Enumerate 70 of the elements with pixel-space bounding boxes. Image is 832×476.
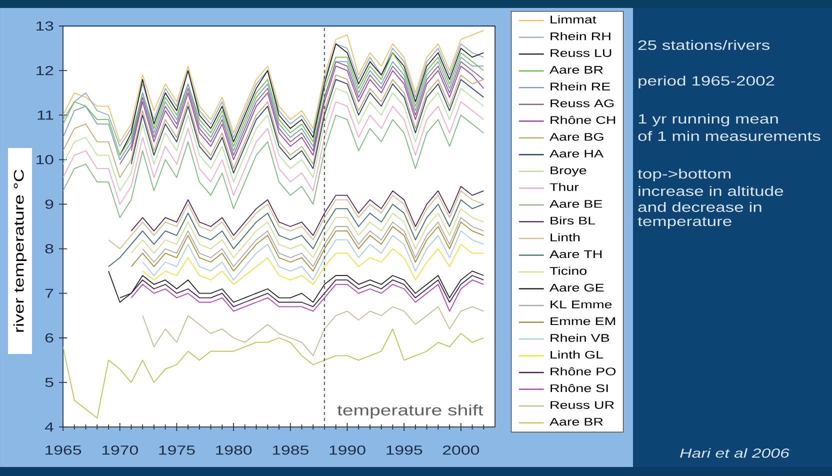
legend-label: Linth GL: [550, 350, 604, 359]
legend-label: Rhein VB: [550, 334, 610, 342]
legend-label: Thur: [550, 182, 579, 192]
legend-label: Birs BL: [550, 216, 596, 225]
x-tick-label: 2000: [442, 446, 480, 455]
legend-label: Linth: [550, 233, 580, 242]
text: increase in altitude: [638, 186, 784, 196]
text: of 1 min measurements: [638, 131, 820, 141]
text: Hari et al 2006: [680, 448, 790, 458]
y-tick-label: 7: [45, 288, 54, 298]
y-tick-label: 8: [45, 244, 54, 254]
x-tick-label: 1965: [46, 446, 82, 455]
legend-label: Rhein RE: [550, 82, 610, 90]
x-tick-label: 1970: [102, 446, 138, 455]
legend-label: Reuss AG: [550, 99, 614, 108]
y-tick-label: 6: [45, 333, 54, 342]
legend-label: Aare HA: [550, 150, 604, 158]
text: 25 stations/rivers: [638, 40, 770, 50]
x-tick-label: 1975: [159, 446, 195, 455]
line-series: [130, 79, 484, 174]
line-series: [130, 222, 484, 272]
legend-label: Aare TH: [550, 250, 602, 258]
legend-label: Rhône PO: [550, 367, 616, 376]
legend-label: Rhein RH: [550, 32, 610, 40]
line-series: [108, 190, 484, 250]
line-series: [108, 270, 484, 303]
legend-label: Aare BG: [550, 132, 604, 141]
x-tick-label: 1990: [330, 446, 366, 455]
line-series: [63, 114, 484, 218]
y-tick-label: 5: [45, 378, 54, 387]
line-series: [63, 101, 484, 205]
legend-label: Rhône SI: [550, 384, 608, 392]
y-tick-label: 11: [38, 110, 54, 120]
text: and decrease in: [638, 202, 762, 212]
text: top->bottom: [638, 168, 731, 182]
legend-label: Broye: [550, 166, 586, 176]
legend-label: Limmat: [550, 15, 596, 24]
legend-label: KL Emme: [550, 300, 612, 308]
line-series: [142, 244, 484, 285]
text: period 1965-2002: [638, 76, 774, 88]
legend-label: Aare BE: [550, 200, 602, 208]
line-series: [119, 43, 484, 156]
x-tick-label: 1980: [216, 446, 252, 455]
line-series: [130, 186, 484, 236]
line-series: [142, 306, 484, 356]
y-tick-label: 4: [44, 422, 54, 432]
y-tick-label: 13: [36, 21, 54, 31]
ref-line-label: temperature shift: [337, 404, 484, 418]
legend-label: Aare BR: [550, 418, 603, 426]
legend-label: Ticino: [550, 266, 586, 275]
legend-label: Emme EM: [550, 317, 616, 326]
legend-label: Aare BR: [550, 66, 603, 74]
legend-label: Rhône CH: [550, 116, 616, 124]
x-tick-label: 1985: [272, 446, 308, 455]
legend-label: Reuss LU: [550, 49, 612, 57]
line-series: [108, 199, 484, 268]
y-axis-title: river temperature °C: [14, 170, 27, 332]
y-tick-label: 10: [36, 155, 54, 164]
line-series: [63, 88, 484, 192]
legend-label: Reuss UR: [550, 401, 614, 409]
line-series: [142, 217, 484, 268]
text: 1 yr running mean: [638, 114, 778, 126]
y-tick-label: 12: [36, 66, 54, 76]
legend-label: Aare GE: [550, 284, 604, 292]
y-tick-label: 9: [45, 200, 54, 209]
line-series: [63, 74, 484, 178]
x-tick-label: 1995: [386, 446, 422, 455]
text: temperature: [638, 217, 732, 229]
line-series: [130, 208, 484, 258]
line-series: [142, 230, 484, 280]
